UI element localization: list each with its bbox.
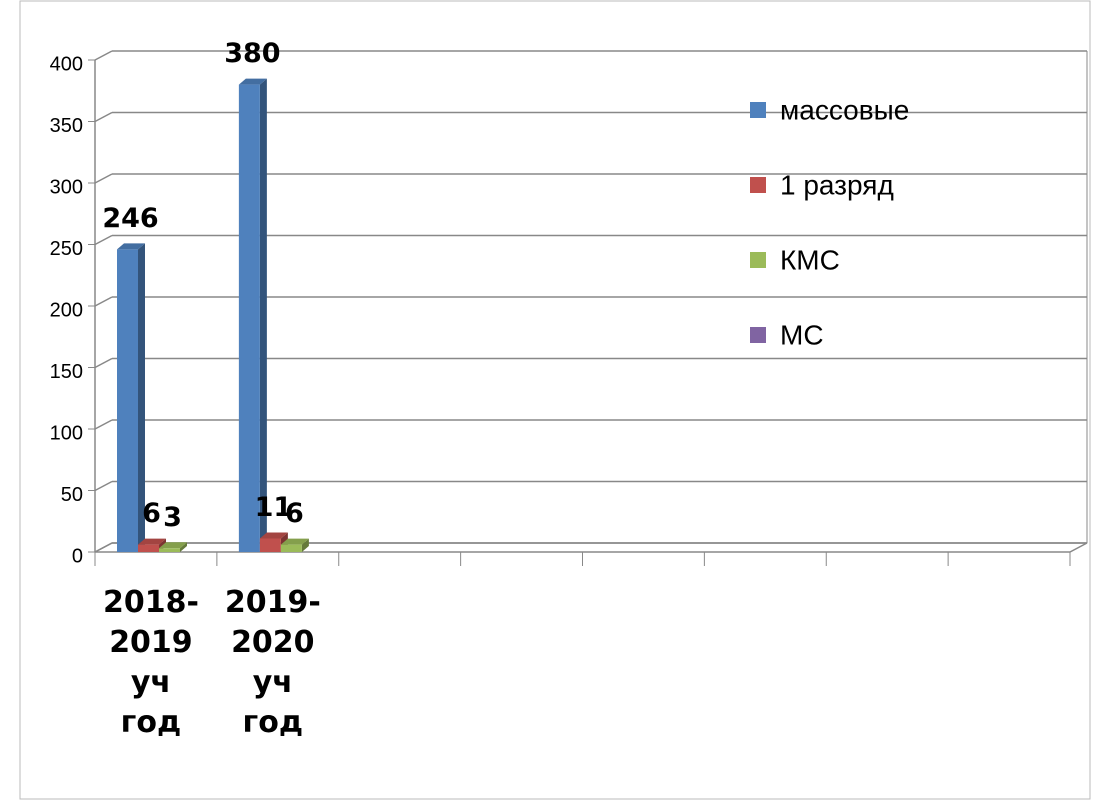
legend-swatch [750,102,766,118]
value-label: 246 [102,203,158,234]
bar-front [238,84,260,552]
bar [117,243,145,553]
chart-frame [19,0,1091,800]
grid-side [94,173,113,184]
bar-top [117,243,145,250]
legend-label: 1 разряд [780,169,894,200]
y-tick-label: 50 [61,484,83,506]
value-label: 6 [142,498,161,529]
bar [159,542,187,552]
bar-front [117,249,138,553]
grid-side [94,480,113,492]
legend-label: массовые [780,94,909,125]
y-tick-label: 100 [50,422,83,444]
value-label: 11 [255,492,293,523]
bar-top [159,542,187,549]
grid-side [94,419,113,430]
legend-label: МС [780,319,824,350]
value-label: 6 [285,498,304,529]
legend-label: КМС [780,244,840,275]
x-tick-label: 2018-2019 уч год [102,585,199,740]
grid-side [94,234,113,246]
bar-top [238,78,267,85]
bar-front [280,544,302,552]
value-label: 3 [163,502,182,533]
bar-top [280,538,309,545]
grid-side [94,111,113,123]
grid-side [94,50,113,61]
y-tick-label: 350 [50,115,83,137]
bar-side [301,538,309,552]
bar-front [259,538,281,552]
bar-front [138,544,159,552]
legend-swatch [750,177,766,193]
bar [280,538,309,552]
bar-top [259,532,288,539]
grid-side [94,296,113,307]
y-tick-label: 150 [50,361,83,383]
x-tick-label: 2019-2020 уч год [224,585,321,740]
y-tick-label: 300 [50,176,83,198]
legend-swatch [750,252,766,268]
grid-side [94,357,113,369]
bar-side [180,542,187,552]
floor [94,542,1088,553]
y-tick-label: 200 [50,299,83,321]
y-tick-label: 400 [50,53,83,75]
bar [238,78,267,552]
legend-swatch [750,327,766,343]
bar-front [159,548,180,552]
y-tick-label: 0 [72,545,83,567]
bar-side [259,78,267,552]
bar-top [138,538,166,545]
y-tick-label: 250 [50,238,83,260]
bar-side [138,243,145,553]
value-label: 380 [224,38,280,69]
